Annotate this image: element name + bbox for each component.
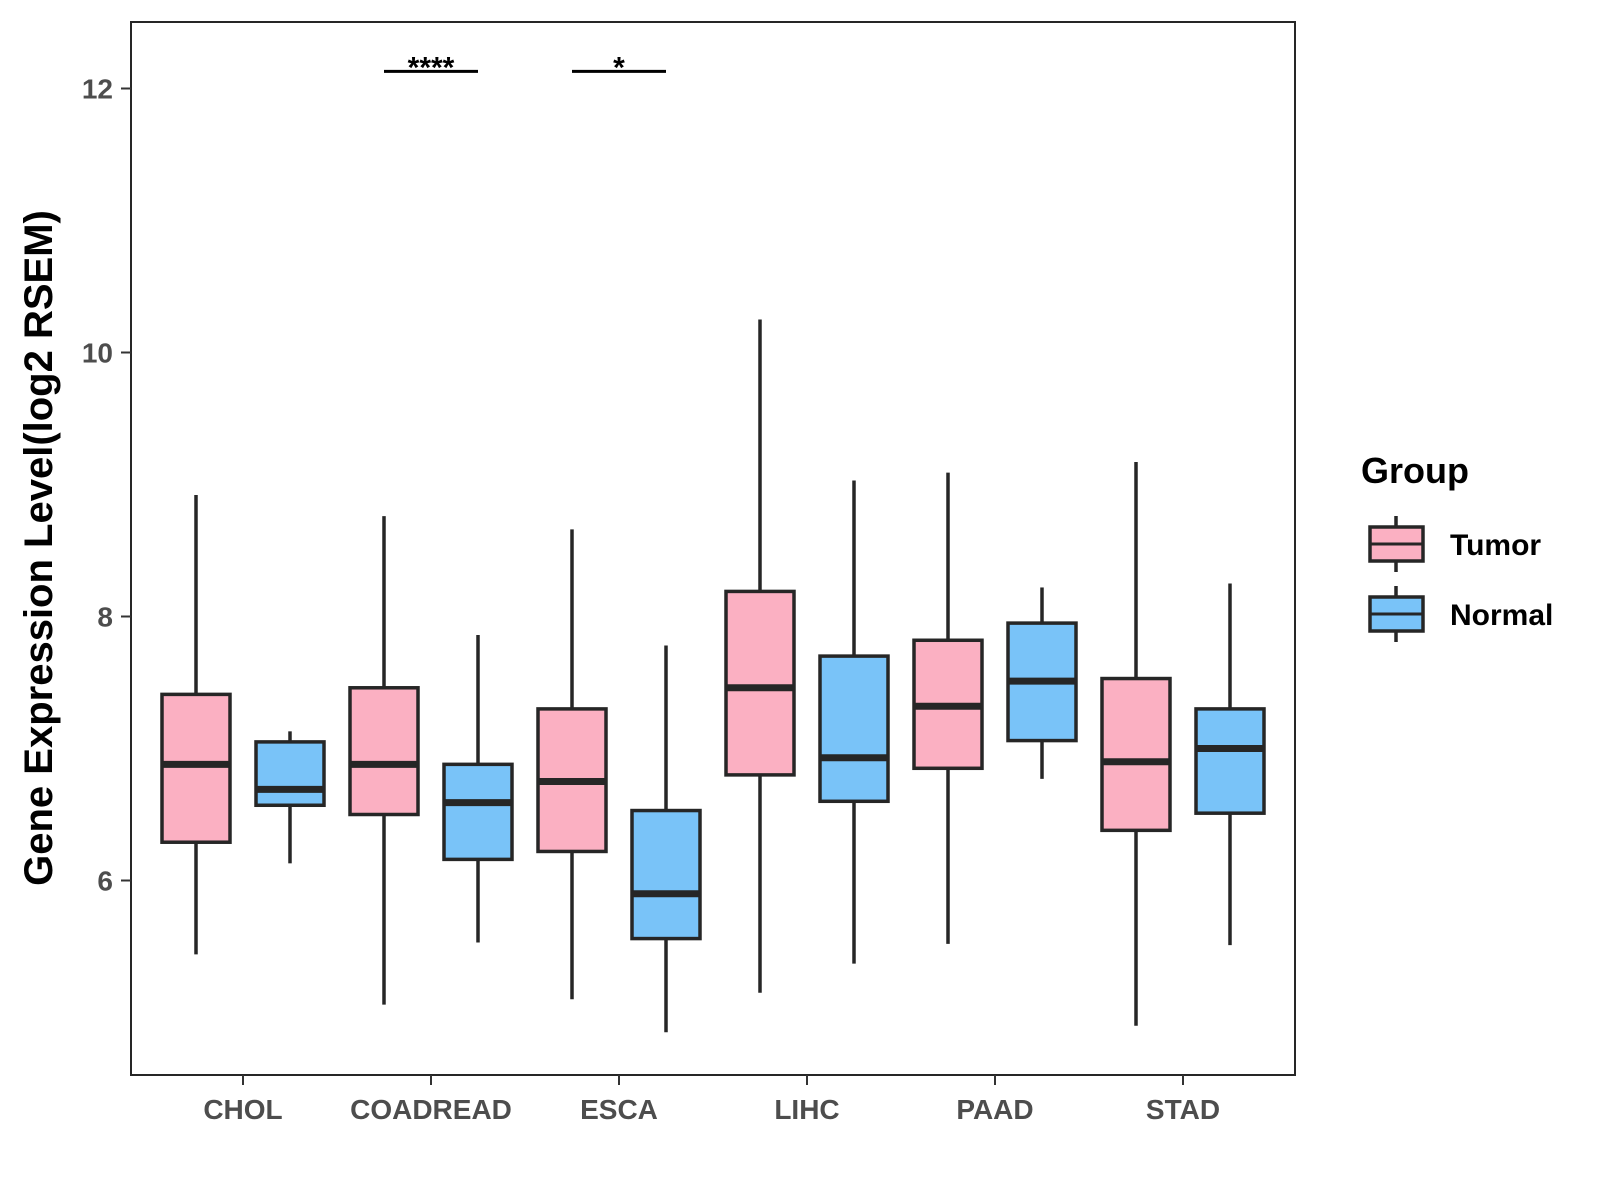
box-stad-tumor-iqr [1100,676,1172,833]
legend-item-tumor: Tumor [1368,516,1541,572]
y-tick-label-10: 10 [82,338,113,369]
significance-label-esca: * [613,51,625,84]
box-coadread-normal [442,634,514,943]
box-lihc-tumor [724,319,796,993]
box-chol-tumor-iqr [160,692,232,844]
box-lihc-normal-iqr [818,654,890,804]
box-esca-tumor [536,529,608,1000]
x-tick-label-esca: ESCA [580,1094,658,1125]
significance-label-coadread: **** [408,51,455,84]
box-paad-tumor [912,472,984,944]
legend-item-normal: Normal [1368,586,1553,642]
x-tick-label-stad: STAD [1146,1094,1220,1125]
box-chol-tumor [160,495,232,955]
y-tick-label-6: 6 [97,866,113,897]
legend-label-normal: Normal [1450,599,1553,632]
box-coadread-normal-iqr [442,762,514,862]
x-tick-label-paad: PAAD [956,1094,1033,1125]
box-chol-normal [254,731,326,864]
box-stad-tumor [1100,462,1172,1026]
box-paad-normal [1006,587,1078,779]
significance-coadread: **** [384,51,478,84]
y-axis-title: Gene Expression Level(log2 RSEM) [17,210,61,886]
box-coadread-tumor [348,516,420,1005]
y-tick-label-8: 8 [97,602,113,633]
legend: Group Tumor Normal [1361,450,1553,642]
x-tick-label-chol: CHOL [203,1094,282,1125]
box-stad-normal [1194,583,1266,946]
y-tick-label-12: 12 [82,74,113,105]
boxes-layer [160,319,1266,1033]
significance-layer: **** * [384,51,666,84]
x-tick-label-coadread: COADREAD [350,1094,512,1125]
axes-layer: 6 8 10 12 CHOL COADREAD ESCA LIHC PAAD STAD [82,74,1220,1126]
box-stad-normal-iqr [1194,707,1266,815]
legend-title: Group [1361,450,1469,491]
plot-panel [130,21,1296,1076]
box-lihc-tumor-iqr [724,589,796,777]
box-esca-normal-iqr [630,808,702,941]
box-esca-normal [630,645,702,1033]
x-tick-label-lihc: LIHC [774,1094,839,1125]
box-coadread-tumor-iqr [348,686,420,817]
plot-panel-border [130,21,1296,1076]
legend-label-tumor: Tumor [1450,529,1541,562]
box-lihc-normal [818,480,890,964]
significance-esca: * [572,51,666,84]
box-chol-normal-iqr [254,740,326,808]
